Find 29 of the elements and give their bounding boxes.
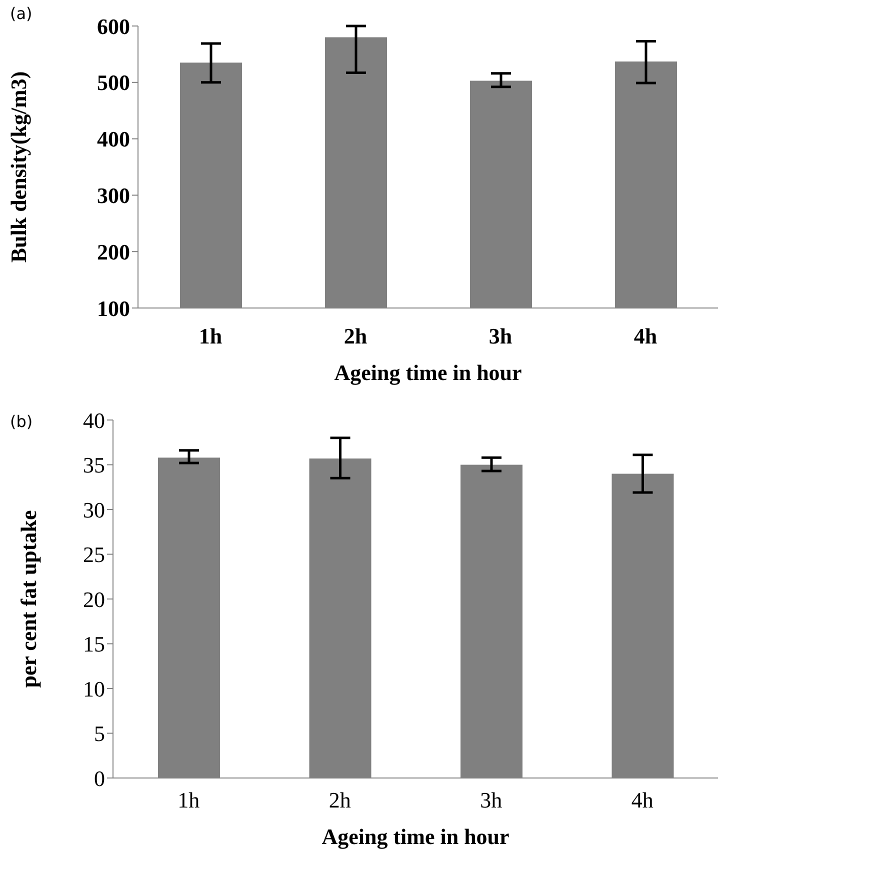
y-tick-label: 0 [94,766,105,791]
y-axis-title: per cent fat uptake [16,510,41,688]
x-tick-label: 3h [488,324,512,349]
x-tick-label: 2h [328,788,351,813]
text: (a) [10,4,32,23]
x-tick-label: 4h [631,788,654,813]
y-tick-label: 40 [83,408,105,433]
y-tick-label: 5 [94,721,105,746]
y-tick-label: 30 [83,497,105,522]
x-tick-label: 1h [178,788,200,813]
y-tick-label: 100 [97,296,130,321]
y-tick-label: 200 [97,239,130,264]
text: (b) [10,412,33,431]
y-tick-label: 600 [97,14,130,39]
x-tick-label: 2h [344,324,368,349]
y-tick-label: 300 [97,183,130,208]
x-axis-title: Ageing time in hour [334,360,522,385]
x-axis-title: Ageing time in hour [322,824,510,849]
y-tick-label: 20 [83,586,105,612]
y-axis-title: Bulk density(kg/m3) [6,71,31,263]
y-tick-label: 400 [97,126,130,152]
y-tick-label: 25 [83,542,105,568]
x-tick-label: 3h [480,788,502,813]
x-tick-label: 4h [634,324,658,349]
y-tick-label: 15 [83,632,105,657]
y-tick-label: 35 [83,452,105,478]
y-tick-label: 500 [97,70,130,96]
x-tick-label: 1h [198,324,222,349]
y-tick-label: 10 [83,676,105,702]
